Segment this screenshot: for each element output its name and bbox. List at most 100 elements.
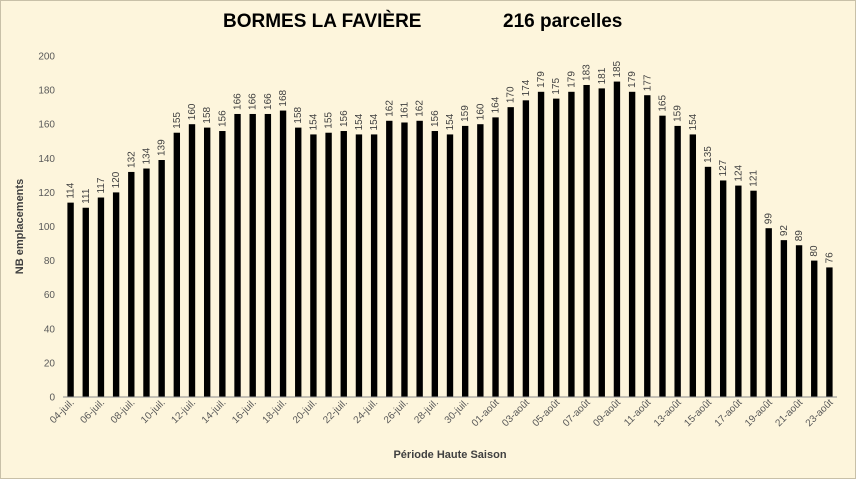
x-tick-label: 30-juil. bbox=[443, 397, 472, 426]
x-tick-label: 12-juil. bbox=[170, 397, 199, 426]
x-tick-label: 18-juil. bbox=[261, 397, 290, 426]
bar bbox=[522, 100, 530, 397]
data-label: 183 bbox=[582, 64, 593, 81]
data-labels: 114 111 117 120 132 134 139 155 160 158 156 166 166 1… bbox=[66, 60, 836, 263]
x-tick-label: 03-août bbox=[500, 397, 532, 429]
data-label: 92 bbox=[779, 225, 790, 237]
x-tick-label: 07-août bbox=[561, 397, 593, 429]
data-label: 156 bbox=[339, 110, 350, 127]
data-label: 127 bbox=[718, 159, 729, 176]
x-tick-label: 13-août bbox=[652, 397, 684, 429]
data-label: 175 bbox=[551, 78, 562, 95]
bar bbox=[264, 113, 272, 397]
bar bbox=[598, 88, 605, 398]
x-tick-label: 01-août bbox=[470, 397, 502, 429]
data-label: 76 bbox=[824, 252, 835, 264]
data-label: 158 bbox=[202, 106, 213, 123]
data-label: 135 bbox=[703, 146, 714, 163]
x-tick-label: 09-août bbox=[591, 397, 623, 429]
x-tick-label: 24-juil. bbox=[352, 397, 381, 426]
chart-title: BORMES LA FAVIÈRE bbox=[223, 11, 422, 32]
x-tick-label: 16-juil. bbox=[230, 397, 259, 426]
bar bbox=[310, 134, 317, 397]
x-tick-label: 05-août bbox=[531, 397, 563, 429]
data-label: 156 bbox=[430, 110, 441, 127]
bar bbox=[826, 267, 833, 397]
x-tick-label: 19-août bbox=[743, 397, 775, 429]
bar bbox=[279, 110, 287, 397]
data-label: 114 bbox=[66, 182, 77, 198]
x-tick-label: 10-juil. bbox=[139, 397, 168, 426]
x-tick-label: 22-juil. bbox=[321, 397, 350, 426]
data-label: 168 bbox=[278, 89, 289, 106]
bar bbox=[659, 115, 666, 398]
data-label: 174 bbox=[521, 79, 532, 96]
data-label: 179 bbox=[536, 71, 547, 88]
data-label: 111 bbox=[81, 188, 92, 204]
bar bbox=[173, 132, 181, 397]
data-label: 162 bbox=[384, 100, 395, 117]
bar bbox=[188, 124, 196, 397]
data-label: 159 bbox=[460, 105, 471, 122]
data-label: 166 bbox=[263, 93, 274, 110]
bar bbox=[158, 160, 165, 397]
data-label: 158 bbox=[293, 106, 304, 123]
data-label: 166 bbox=[248, 93, 259, 110]
data-label: 179 bbox=[627, 71, 638, 88]
bar bbox=[67, 202, 74, 397]
data-label: 162 bbox=[415, 100, 426, 117]
bar bbox=[295, 127, 302, 398]
bar bbox=[765, 228, 772, 397]
x-axis-title: Période Haute Saison bbox=[393, 449, 506, 461]
bar bbox=[750, 190, 757, 397]
data-label: 185 bbox=[612, 60, 623, 77]
bar bbox=[811, 260, 818, 397]
bar bbox=[583, 84, 590, 398]
data-label: 139 bbox=[157, 139, 168, 156]
bar bbox=[507, 107, 514, 398]
data-label: 164 bbox=[491, 96, 502, 113]
bar bbox=[719, 180, 727, 397]
data-label: 179 bbox=[566, 71, 577, 88]
x-tick-label: 15-août bbox=[682, 397, 714, 429]
x-tick-label: 26-juil. bbox=[382, 397, 411, 426]
bar bbox=[689, 134, 697, 397]
bar bbox=[704, 166, 712, 397]
bar bbox=[249, 113, 256, 397]
data-label: 120 bbox=[111, 171, 122, 188]
bar bbox=[446, 134, 454, 397]
bar bbox=[735, 185, 742, 397]
data-label: 160 bbox=[475, 103, 486, 120]
data-label: 177 bbox=[642, 74, 653, 91]
data-label: 154 bbox=[688, 113, 699, 130]
bar bbox=[628, 91, 636, 398]
data-label: 154 bbox=[354, 113, 365, 130]
bar bbox=[644, 95, 651, 397]
y-tick-label: 200 bbox=[38, 52, 55, 63]
bar bbox=[568, 91, 575, 398]
x-tick-label: 23-août bbox=[804, 397, 836, 429]
data-label: 89 bbox=[794, 230, 805, 242]
data-label: 154 bbox=[308, 113, 319, 130]
x-tick-label: 28-juil. bbox=[412, 397, 441, 426]
bar bbox=[112, 192, 120, 397]
y-tick-label: 140 bbox=[38, 154, 55, 165]
bar bbox=[355, 134, 363, 397]
x-tick-label: 06-juil. bbox=[78, 397, 107, 426]
bar bbox=[401, 122, 408, 398]
chart-subtitle: 216 parcelles bbox=[503, 11, 623, 32]
y-tick-label: 80 bbox=[44, 256, 56, 267]
bar bbox=[492, 117, 499, 397]
y-axis-title: NB emplacements bbox=[14, 179, 26, 274]
y-tick-label: 40 bbox=[44, 324, 56, 335]
data-label: 132 bbox=[126, 151, 137, 168]
bar bbox=[128, 171, 135, 397]
bar bbox=[97, 197, 105, 397]
y-tick-label: 180 bbox=[38, 86, 55, 97]
bar bbox=[795, 245, 803, 397]
bar bbox=[431, 131, 439, 397]
y-tick-label: 60 bbox=[44, 290, 56, 301]
data-label: 154 bbox=[369, 113, 380, 130]
